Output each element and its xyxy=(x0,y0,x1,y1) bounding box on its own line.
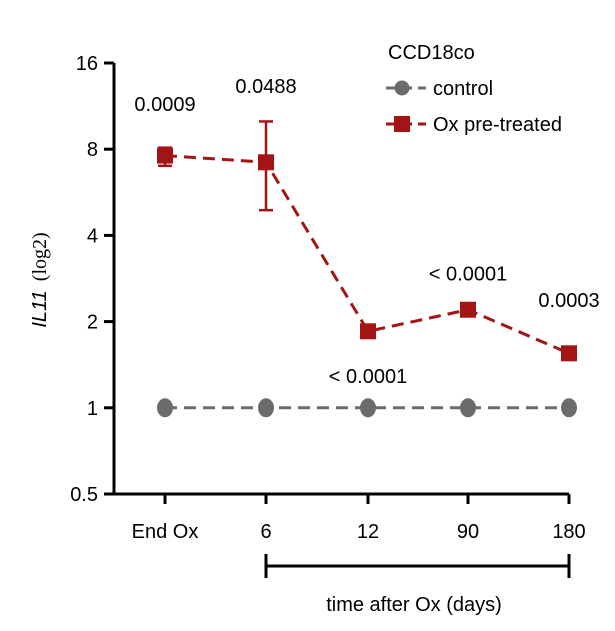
y-axis-label-suffix: (log2) xyxy=(29,232,51,281)
p-value-label: 0.0009 xyxy=(134,94,195,116)
x-tick-label: 12 xyxy=(357,521,379,543)
data-point xyxy=(157,147,173,164)
legend-ox-label: Ox pre-treated xyxy=(433,114,562,136)
y-tick-label: 1 xyxy=(87,398,98,420)
series-layer xyxy=(157,120,577,418)
x-axis-label: time after Ox (days) xyxy=(326,594,502,616)
y-tick-label: 2 xyxy=(87,312,98,334)
y-tick-label: 16 xyxy=(76,53,98,75)
series-control xyxy=(157,398,577,418)
x-axis: End Ox 6 12 90 180 xyxy=(114,492,586,543)
p-value-label: < 0.0001 xyxy=(429,263,507,285)
p-value-label: < 0.0001 xyxy=(329,366,407,388)
x-tick-label: 90 xyxy=(457,521,479,543)
data-point xyxy=(258,398,274,418)
y-tick-label: 0.5 xyxy=(70,484,98,506)
series-ox-pre-treated xyxy=(157,120,577,362)
y-axis-label: IL11 (log2) xyxy=(29,232,51,327)
annotations: 0.0009 0.0488 < 0.0001 < 0.0001 0.0003 xyxy=(134,76,599,388)
y-axis-label-gene: IL11 xyxy=(29,290,51,327)
y-axis: 0.5 1 2 4 8 16 xyxy=(70,53,116,506)
data-point xyxy=(561,398,577,418)
legend-control-marker xyxy=(394,80,410,96)
x-tick-label: 180 xyxy=(552,521,585,543)
x-bracket: time after Ox (days) xyxy=(264,554,571,616)
data-point xyxy=(360,323,376,340)
data-point xyxy=(460,301,476,318)
legend-ox-marker xyxy=(394,116,410,132)
legend-control-label: control xyxy=(433,78,493,100)
data-point xyxy=(258,154,274,171)
series-line xyxy=(164,154,570,355)
x-tick-label: 6 xyxy=(260,521,271,543)
data-point xyxy=(561,345,577,362)
legend-title: CCD18co xyxy=(388,42,475,64)
legend: CCD18co control Ox pre-treated xyxy=(386,42,562,136)
data-point xyxy=(360,398,376,418)
data-point xyxy=(157,398,173,418)
p-value-label: 0.0488 xyxy=(235,76,296,98)
y-tick-label: 8 xyxy=(87,139,98,161)
p-value-label: 0.0003 xyxy=(538,290,599,312)
data-point xyxy=(460,398,476,418)
x-tick-label: End Ox xyxy=(132,521,199,543)
y-tick-label: 4 xyxy=(87,225,98,247)
